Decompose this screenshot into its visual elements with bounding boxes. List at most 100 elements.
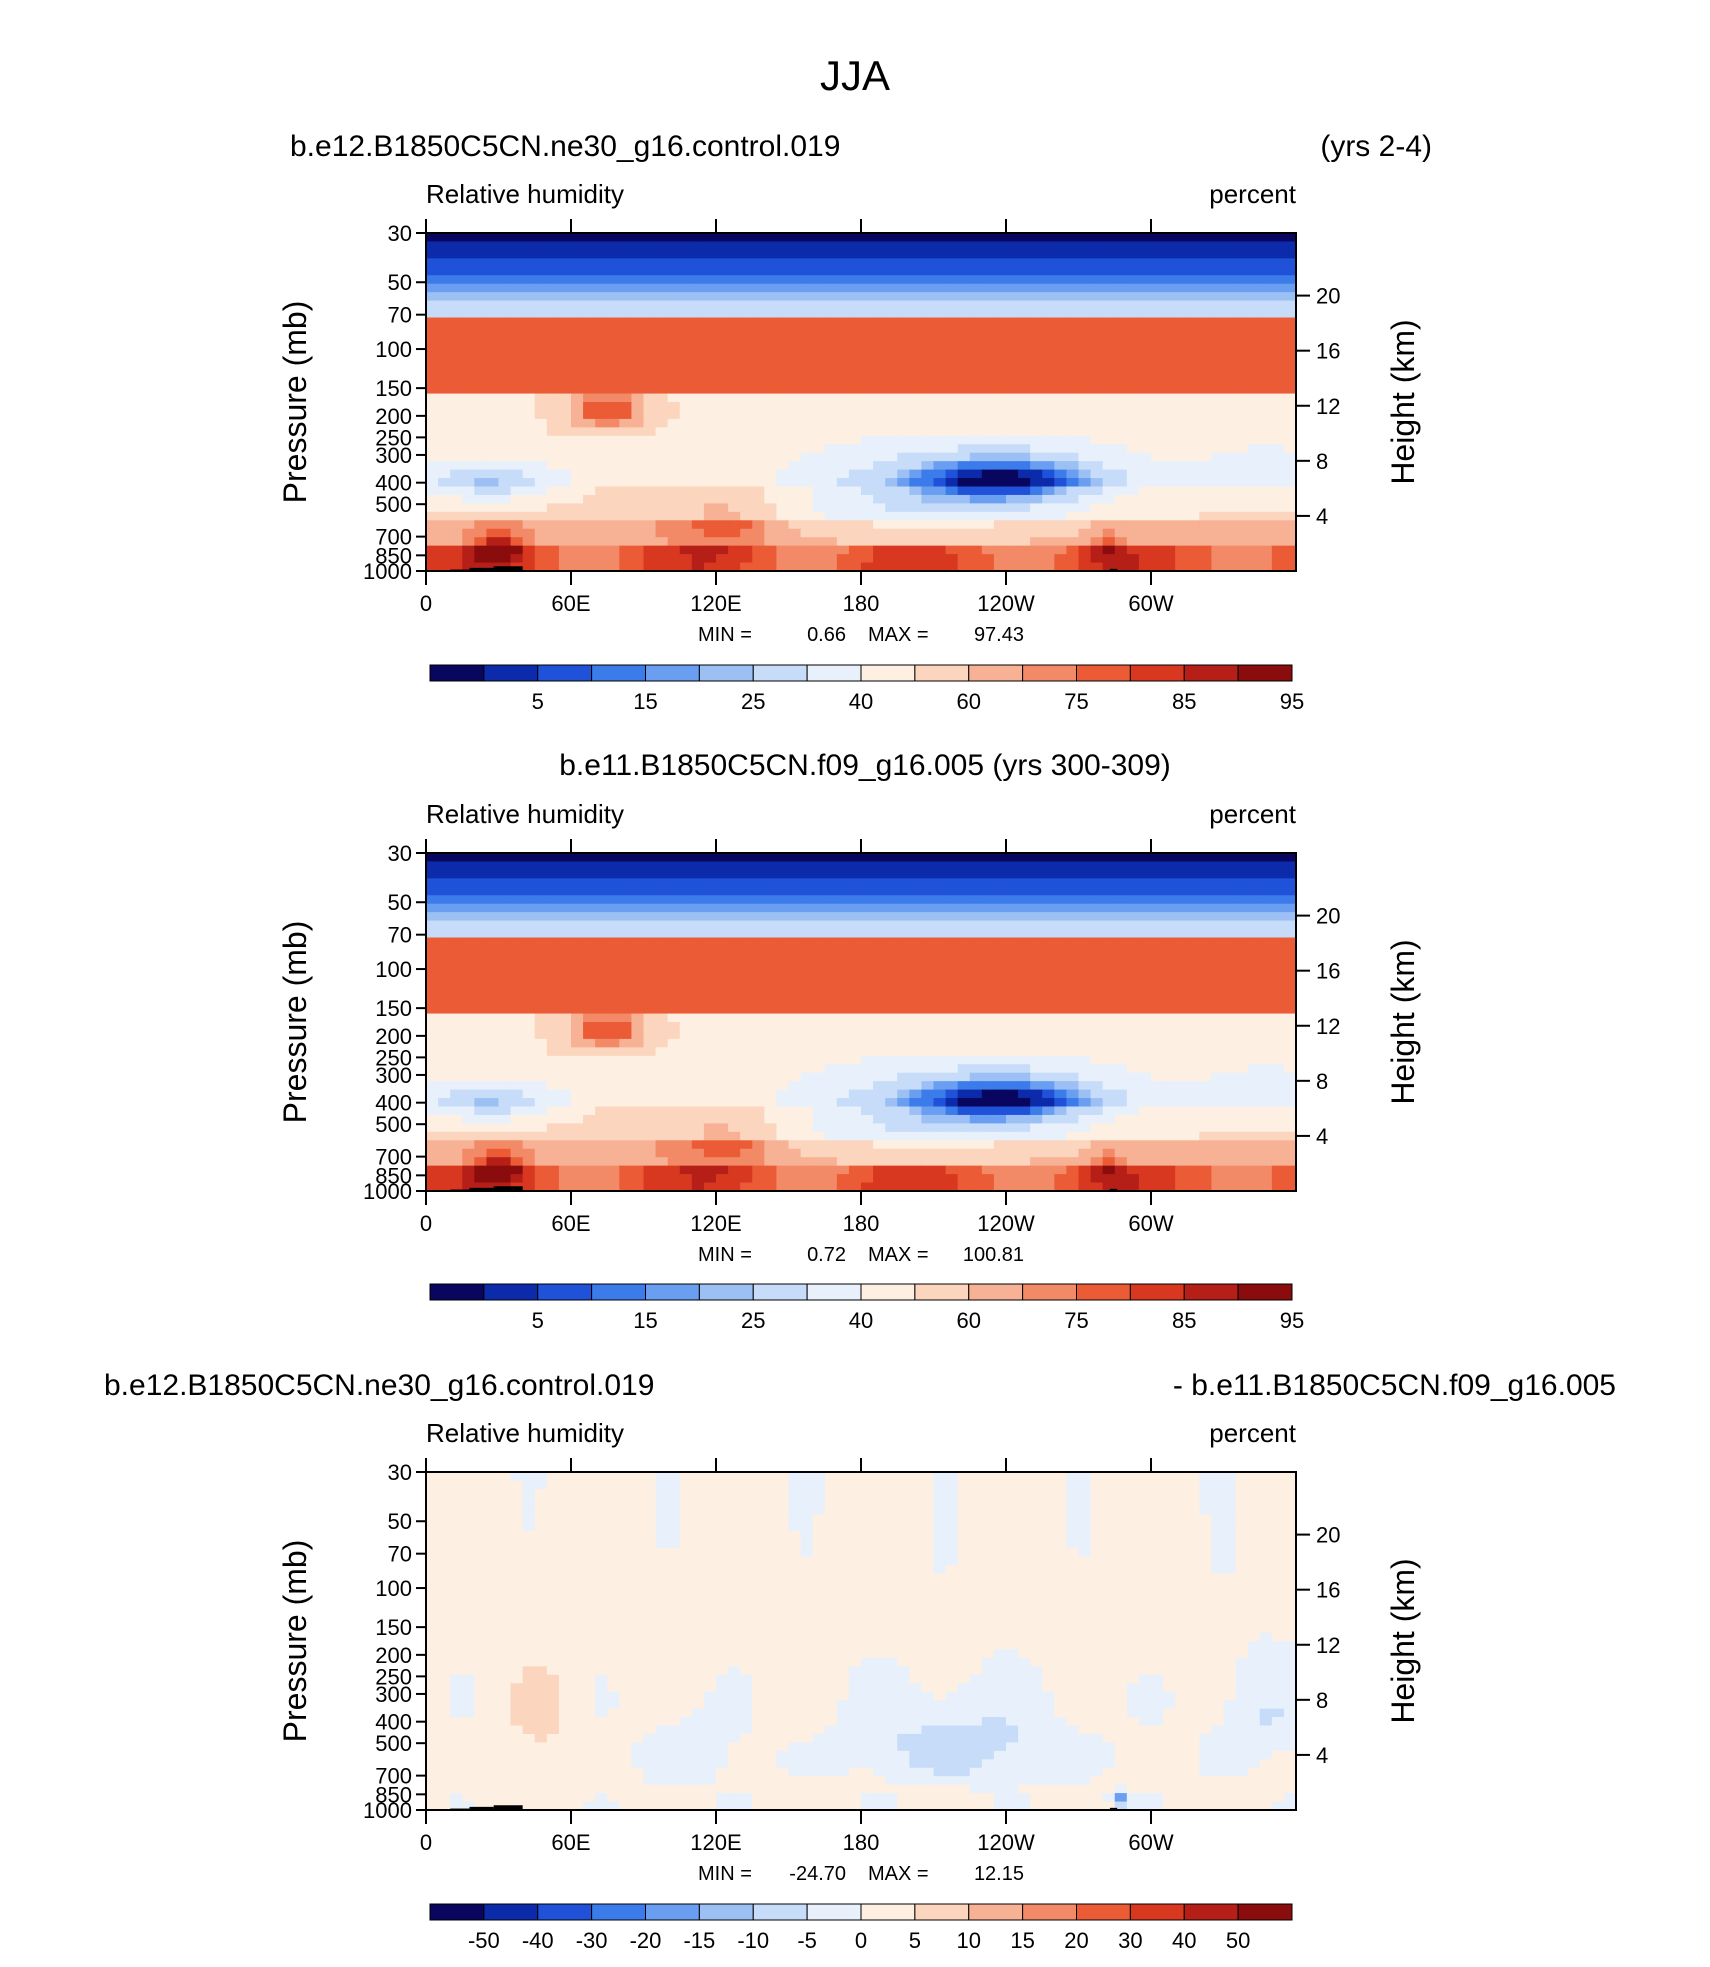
field-cell: [921, 853, 935, 863]
field-cell: [824, 562, 838, 572]
field-cell: [1151, 1013, 1164, 1023]
field-cell: [486, 368, 500, 378]
field-cell: [607, 494, 620, 504]
field-cell: [1187, 266, 1200, 276]
field-cell: [426, 537, 439, 547]
field-cell: [534, 912, 548, 922]
field-cell: [583, 469, 596, 479]
field-cell: [716, 1005, 729, 1015]
field-cell: [679, 1055, 693, 1065]
field-cell: [1211, 545, 1225, 555]
field-cell: [969, 427, 983, 437]
field-cell: [752, 1038, 765, 1048]
field-cell: [667, 300, 681, 310]
field-cell: [981, 903, 995, 913]
field-cell: [1247, 233, 1261, 243]
field-cell: [546, 929, 560, 939]
field-cell: [969, 945, 983, 955]
field-cell: [607, 402, 620, 412]
field-cell: [788, 376, 802, 386]
field-cell: [1126, 929, 1140, 939]
field-cell: [438, 920, 451, 930]
field-cell: [981, 292, 995, 302]
field-cell: [1066, 317, 1080, 327]
field-cell: [546, 1047, 560, 1057]
field-cell: [619, 979, 633, 989]
field-cell: [450, 444, 463, 454]
field-cell: [728, 241, 741, 251]
field-cell: [486, 979, 500, 989]
y-tick-label: 50: [388, 270, 412, 295]
field-cell: [534, 351, 548, 361]
field-cell: [1126, 283, 1140, 293]
field-cell: [728, 528, 741, 538]
field-cell: [776, 937, 790, 947]
field-cell: [788, 452, 802, 462]
field-cell: [703, 393, 717, 403]
field-cell: [993, 283, 1007, 293]
field-cell: [897, 937, 910, 947]
field-cell: [848, 300, 862, 310]
field-cell: [595, 385, 608, 395]
field-cell: [510, 945, 524, 955]
field-cell: [740, 241, 753, 251]
field-cell: [667, 920, 681, 930]
field-cell: [1054, 937, 1068, 947]
field-cell: [1271, 869, 1285, 879]
field-cell: [486, 562, 500, 572]
field-cell: [667, 1047, 681, 1057]
field-cell: [812, 275, 826, 285]
field-cell: [426, 486, 439, 496]
field-cell: [1259, 1047, 1273, 1057]
field-cell: [1187, 1038, 1200, 1048]
field-cell: [510, 895, 524, 905]
field-cell: [1283, 903, 1297, 913]
field-cell: [450, 410, 463, 420]
field-cell: [728, 1013, 741, 1023]
field-cell: [1151, 979, 1164, 989]
field-cell: [1138, 317, 1152, 327]
field-cell: [462, 545, 475, 555]
field-cell: [1090, 283, 1104, 293]
field-cell: [1259, 325, 1273, 335]
field-cell: [800, 920, 814, 930]
field-cell: [1066, 954, 1080, 964]
field-cell: [631, 903, 645, 913]
field-cell: [438, 452, 451, 462]
field-cell: [752, 300, 765, 310]
field-cell: [1138, 385, 1152, 395]
field-cell: [1138, 427, 1152, 437]
field-cell: [933, 359, 947, 369]
field-cell: [861, 979, 874, 989]
field-cell: [861, 486, 874, 496]
field-cell: [861, 300, 874, 310]
field-cell: [1138, 444, 1152, 454]
field-cell: [571, 402, 584, 412]
field-cell: [1163, 1081, 1176, 1091]
field-cell: [969, 309, 983, 319]
y-tick-label: 100: [375, 337, 412, 362]
field-cell: [861, 249, 874, 259]
field-cell: [764, 562, 778, 572]
field-cell: [981, 937, 995, 947]
field-cell: [643, 861, 657, 871]
field-cell: [1199, 393, 1213, 403]
field-cell: [1138, 962, 1152, 972]
field-cell: [716, 996, 729, 1006]
field-cell: [1283, 393, 1297, 403]
field-cell: [450, 275, 463, 285]
field-cell: [655, 869, 669, 879]
field-cell: [558, 1013, 572, 1023]
field-cell: [909, 945, 923, 955]
field-cell: [595, 266, 608, 276]
field-cell: [1163, 292, 1176, 302]
field-cell: [861, 410, 874, 420]
field-cell: [945, 418, 959, 428]
field-cell: [933, 342, 947, 352]
field-cell: [945, 258, 959, 268]
field-cell: [728, 444, 741, 454]
field-cell: [522, 309, 536, 319]
field-cell: [909, 937, 923, 947]
field-cell: [776, 342, 790, 352]
field-cell: [861, 368, 874, 378]
